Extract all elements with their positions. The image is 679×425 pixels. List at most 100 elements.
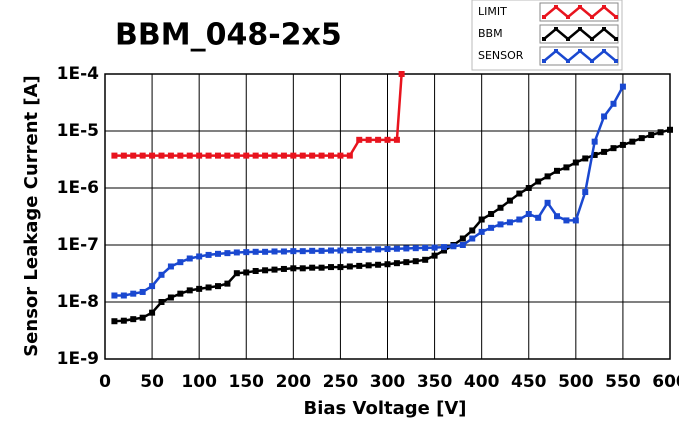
data-point <box>111 318 118 325</box>
data-point <box>328 247 334 254</box>
data-point <box>365 136 372 143</box>
data-point <box>525 210 532 217</box>
data-point <box>186 255 193 262</box>
data-point <box>149 152 156 159</box>
data-point <box>554 167 560 174</box>
data-point <box>196 253 203 260</box>
legend-swatch-marker <box>578 5 582 9</box>
data-point <box>299 265 306 272</box>
legend-swatch-marker <box>554 5 558 9</box>
legend-swatch-marker <box>602 27 606 31</box>
legend-swatch-box <box>539 24 619 44</box>
data-point <box>591 151 598 158</box>
data-point <box>111 292 118 299</box>
data-point <box>262 248 269 255</box>
data-point <box>488 224 495 231</box>
data-point <box>525 185 532 191</box>
data-point <box>441 244 447 251</box>
data-point <box>572 159 579 166</box>
data-point <box>186 152 193 159</box>
data-point <box>130 152 137 159</box>
legend-swatch-marker <box>554 49 558 53</box>
data-point <box>177 259 184 266</box>
legend-swatch-marker <box>578 49 582 53</box>
legend-swatch-marker <box>566 15 570 19</box>
legend-swatch-box <box>539 46 619 66</box>
data-point <box>346 263 353 270</box>
data-point <box>582 189 589 196</box>
legend-swatch-marker <box>602 5 606 9</box>
data-point <box>629 138 636 145</box>
data-point <box>384 246 391 253</box>
data-point <box>167 294 174 301</box>
data-point <box>469 235 476 242</box>
data-point <box>186 287 193 294</box>
data-point <box>158 271 165 278</box>
data-point <box>337 152 344 159</box>
data-point <box>610 145 617 152</box>
data-point <box>554 213 560 220</box>
legend-swatch-marker <box>542 15 546 19</box>
data-point <box>224 152 231 159</box>
data-point <box>375 246 382 253</box>
data-point <box>252 152 259 159</box>
legend-label: LIMIT <box>478 5 507 18</box>
data-point <box>648 132 655 139</box>
data-point <box>365 262 372 269</box>
y-tick-label: 1E-6 <box>57 178 99 198</box>
legend-swatch-marker <box>614 59 618 63</box>
legend-swatch-marker <box>542 37 546 41</box>
data-point <box>657 129 664 136</box>
data-point <box>120 317 127 324</box>
data-point <box>403 245 410 252</box>
x-tick-label: 150 <box>229 372 265 392</box>
data-point <box>393 260 400 267</box>
data-point <box>478 216 485 223</box>
data-point <box>224 250 231 257</box>
x-tick-label: 500 <box>558 372 594 392</box>
data-point <box>167 263 174 270</box>
data-point <box>384 136 391 143</box>
x-tick-label: 400 <box>464 372 500 392</box>
data-point <box>177 290 184 297</box>
x-tick-label: 300 <box>370 372 406 392</box>
data-point <box>516 216 523 223</box>
data-point <box>177 152 184 159</box>
legend-swatch-marker <box>590 59 594 63</box>
data-point <box>356 262 363 269</box>
legend-label: BBM <box>478 27 503 40</box>
x-tick-label: 0 <box>99 372 111 392</box>
data-point <box>205 284 212 291</box>
legend-swatch-marker <box>590 37 594 41</box>
y-tick-label: 1E-8 <box>57 292 99 312</box>
data-point <box>167 152 174 159</box>
data-point <box>412 245 419 252</box>
data-point <box>243 152 250 159</box>
data-point <box>139 314 146 321</box>
data-point <box>356 136 363 143</box>
data-point <box>393 245 400 252</box>
data-point <box>120 152 127 159</box>
data-point <box>280 265 287 272</box>
data-point <box>431 244 438 251</box>
legend-swatch-marker <box>614 15 618 19</box>
x-tick-label: 100 <box>181 372 217 392</box>
data-point <box>459 242 466 248</box>
data-point <box>638 135 645 142</box>
legend-swatch-marker <box>578 27 582 31</box>
y-axis-title: Sensor Leakage Current [A] <box>21 75 42 357</box>
data-point <box>318 247 325 254</box>
data-point <box>506 197 513 204</box>
data-point <box>393 136 400 143</box>
data-point <box>290 248 297 255</box>
data-point <box>280 248 287 255</box>
data-point <box>299 248 306 255</box>
data-point <box>252 267 259 274</box>
data-point <box>619 141 626 148</box>
legend-swatch-marker <box>614 37 618 41</box>
data-point <box>215 152 221 159</box>
data-point <box>280 152 287 159</box>
legend-swatch-marker <box>566 59 570 63</box>
data-point <box>130 290 137 297</box>
data-point <box>422 256 429 263</box>
